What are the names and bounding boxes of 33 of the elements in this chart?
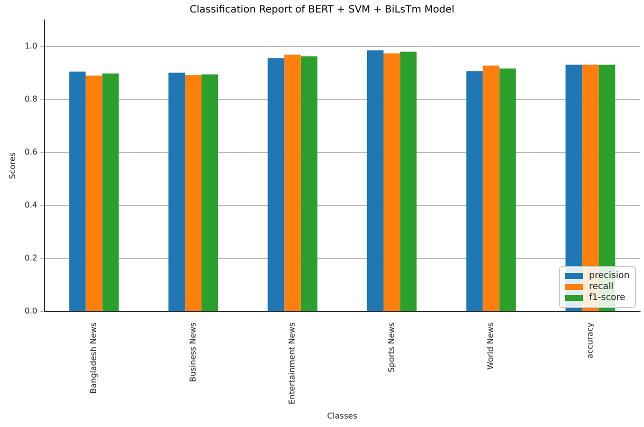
x-tick-label: Sports News <box>386 322 396 372</box>
chart-title: Classification Report of BERT + SVM + BiLsTm Model <box>190 4 454 16</box>
y-axis-title: Scores <box>8 152 17 180</box>
bar <box>268 58 284 312</box>
bar <box>168 72 185 312</box>
y-tick-label: 0.4 <box>24 200 38 210</box>
y-tick-label: 0.8 <box>24 94 38 104</box>
x-axis-title: Classes <box>327 411 358 420</box>
bar <box>366 50 384 312</box>
bar <box>184 75 202 312</box>
bar <box>284 54 301 312</box>
bar <box>86 76 102 312</box>
bar <box>499 68 516 312</box>
y-tick-label: 0.6 <box>24 148 38 157</box>
bar <box>102 74 119 312</box>
x-tick-label: Entertainment News <box>288 322 297 404</box>
bar <box>69 72 86 312</box>
bar <box>400 52 417 312</box>
y-tick-label: 0.2 <box>24 254 38 263</box>
legend-label: f1-score <box>589 292 626 302</box>
legend-label: recall <box>589 282 614 292</box>
bar <box>482 66 500 312</box>
y-tick-label: 1.0 <box>24 42 38 51</box>
legend-label: precision <box>589 270 630 280</box>
bar <box>300 56 318 312</box>
x-tick-label: World News <box>486 322 496 370</box>
x-tick-label: Bangladesh News <box>89 322 98 394</box>
bar <box>202 74 218 312</box>
x-tick-label: accuracy <box>585 322 594 359</box>
bar <box>384 53 400 312</box>
y-tick-label: 0.0 <box>24 306 38 316</box>
bar <box>466 71 483 312</box>
x-tick-label: Business News <box>188 322 198 382</box>
